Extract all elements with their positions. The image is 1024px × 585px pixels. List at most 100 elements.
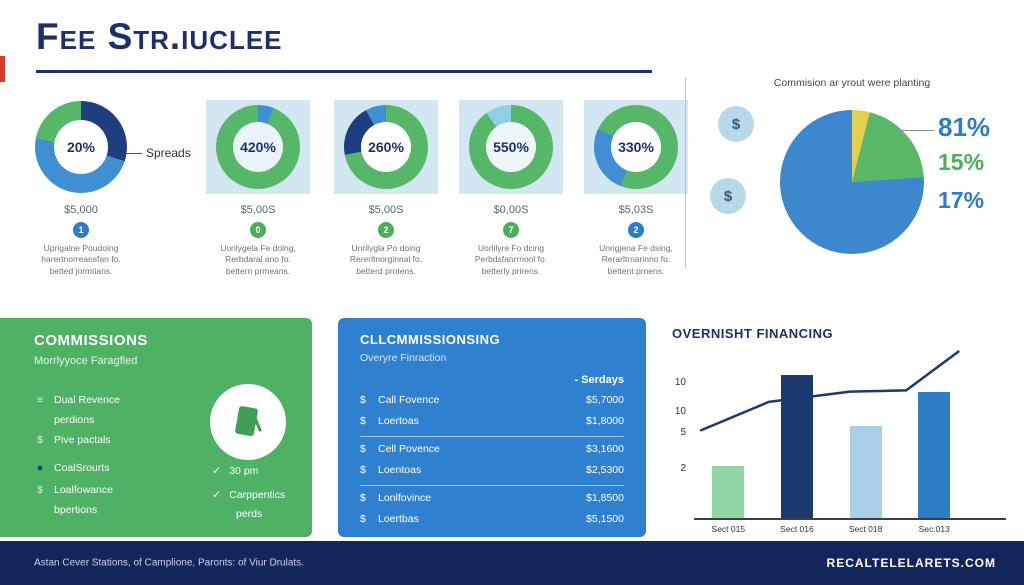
donut-percent-label: 20% [66, 139, 96, 155]
card-subtitle: Overyre Finraction [360, 352, 447, 364]
fee-donut-column-3: 260% $5,00S 2 Unrilygla Po doing Rererlt… [326, 100, 446, 285]
step-badge: 1 [73, 222, 89, 238]
fee-donut-chart: 550% [469, 105, 553, 189]
item-label: CoalSrourts [54, 462, 110, 474]
fee-description: Unrilygla Po doing Rererltnorginnal fo. … [326, 243, 446, 277]
fee-description: Uorilygela Fe dolng, Rerbdaral ano fo. b… [198, 243, 318, 277]
desc-line: Uprigalne Poudoing [43, 243, 119, 253]
row-value: $1,8500 [586, 492, 624, 504]
table-row: $ Loentoas $2,5300 [360, 464, 624, 480]
step-badge: 7 [503, 222, 519, 238]
fee-donut-chart: 20% [35, 101, 127, 193]
item-label: perdions [54, 414, 95, 426]
row-divider [360, 485, 624, 486]
bar-chart-xlabels: Sect 015 Sect 016 Sect 018 Sec:013 [694, 524, 1006, 538]
fee-description: Uprigalne Poudoing harertnorreansfan fo.… [21, 243, 141, 277]
donut-hole: 20% [54, 120, 108, 174]
fee-donut-chart: 260% [344, 105, 428, 189]
y-tick-label: 10 [674, 406, 686, 418]
check-label: perds [236, 508, 263, 520]
list-icon: ≡ [37, 394, 43, 406]
row-label: Call Fovence [378, 394, 440, 406]
dollar-icon: $ [360, 443, 366, 455]
donut-percent-label: 420% [240, 139, 276, 155]
document-pencil-icon [235, 406, 262, 437]
vertical-divider [685, 78, 686, 268]
table-row: $ Call Fovence $5,7000 [360, 394, 624, 410]
donut-hole: 330% [611, 122, 661, 172]
dollar-icon: $ [37, 484, 43, 496]
bar-chart-yticks: 10 10 5 2 [660, 348, 686, 520]
check-item: perds [236, 508, 262, 520]
fee-amount: $5,00S [368, 204, 404, 216]
donut-percent-label: 260% [368, 139, 404, 155]
dollar-icon: $ [360, 394, 366, 406]
fee-table-card: CLLCMMISSIONSING Overyre Finraction - Se… [338, 318, 646, 537]
pie-chart-title: Commision ar yrout were planting [773, 77, 931, 89]
row-value: $3,1600 [586, 443, 624, 455]
row-label: Loentoas [378, 464, 422, 476]
commission-pie-chart [780, 110, 924, 254]
fee-donut-column-2: 420% $5,00S 0 Uorilygela Fe dolng, Rerbd… [198, 100, 318, 285]
table-row: $ Lonlfovince $1,8500 [360, 492, 624, 508]
desc-line: betterd prntens. [356, 265, 416, 276]
check-item: ✓ Carppentics [212, 488, 286, 502]
dollar-icon: $ [360, 464, 366, 476]
bar-chart-plot [694, 348, 1006, 520]
y-tick-label: 10 [674, 377, 686, 389]
desc-line: Rerarltrnarinno fo. [601, 254, 671, 265]
card-subtitle: Morrlyyoce Faragfled [34, 355, 138, 367]
row-label: Loertoas [378, 415, 419, 427]
bullet-icon: ● [36, 462, 44, 474]
check-icon: ✓ [212, 489, 222, 501]
desc-line: Rererltnorginnal fo. [349, 254, 423, 265]
check-label: Carppentics [229, 488, 286, 501]
fee-description: Uorlilyre Fo dcing Perbdsfanrrnonl fo. b… [451, 243, 571, 277]
row-value: $1,8000 [586, 415, 624, 427]
list-item: $ Pive pactals [34, 434, 111, 446]
list-item: ● CoalSrourts [34, 462, 110, 474]
check-item: ✓ 30 pm [212, 464, 258, 478]
fee-donut-chart: 330% [594, 105, 678, 189]
y-tick-label: 5 [680, 426, 686, 438]
row-label: Loertbas [378, 513, 419, 525]
row-divider [360, 436, 624, 437]
fee-amount: $5,03S [618, 204, 654, 216]
row-value: $2,5300 [586, 464, 624, 476]
item-label: bpertions [54, 504, 98, 516]
donut-hole: 550% [486, 122, 536, 172]
fee-donut-column-4: 550% $0,00S 7 Uorlilyre Fo dcing Perbdsf… [451, 100, 571, 285]
dollar-icon: $ [37, 434, 43, 446]
x-tick-label: Sec:013 [918, 524, 950, 534]
bar [712, 466, 745, 518]
spreads-label: Spreads [146, 146, 191, 160]
callout-line [126, 152, 142, 154]
fee-donut-column-1: 20% $5,000 1 Uprigalne Poudoing harertno… [21, 100, 141, 285]
fee-amount: $5,000 [64, 204, 98, 216]
list-item: perdions [34, 414, 94, 426]
bar [918, 391, 951, 518]
list-item: bpertions [34, 504, 97, 516]
row-label: Cell Povence [378, 443, 440, 455]
footer-caption: Astan Cever Stations, of Camplione, Paro… [34, 557, 304, 569]
commissions-card: COMMISSIONS Morrlyyoce Faragfled ≡ Dual … [0, 318, 312, 537]
desc-line: Uorlilyre Fo dcing [477, 243, 545, 253]
fee-donut-chart: 420% [216, 105, 300, 189]
bar [780, 374, 813, 518]
y-tick-label: 2 [680, 463, 686, 475]
row-label: Lonlfovince [378, 492, 432, 504]
footer-bar: Astan Cever Stations, of Camplione, Paro… [0, 541, 1024, 585]
footer-website: RECALTELELARETS.COM [826, 556, 996, 570]
pie-value-label: 81% [938, 112, 991, 142]
donut-percent-label: 330% [618, 139, 654, 155]
desc-line: harertnorreansfan fo. [41, 254, 121, 265]
donut-percent-label: 550% [493, 139, 529, 155]
desc-line: Rerbdaral ano fo. [225, 254, 291, 265]
item-label: Pive pactals [54, 434, 111, 446]
pie-leader-line [896, 130, 934, 131]
desc-line: betterly prirens. [481, 265, 541, 276]
card-title: COMMISSIONS [34, 332, 148, 349]
list-item: ≡ Dual Revence [34, 394, 120, 406]
desc-line: Perbdsfanrrnonl fo. [474, 254, 548, 265]
column-header: - Serdays [574, 374, 624, 386]
